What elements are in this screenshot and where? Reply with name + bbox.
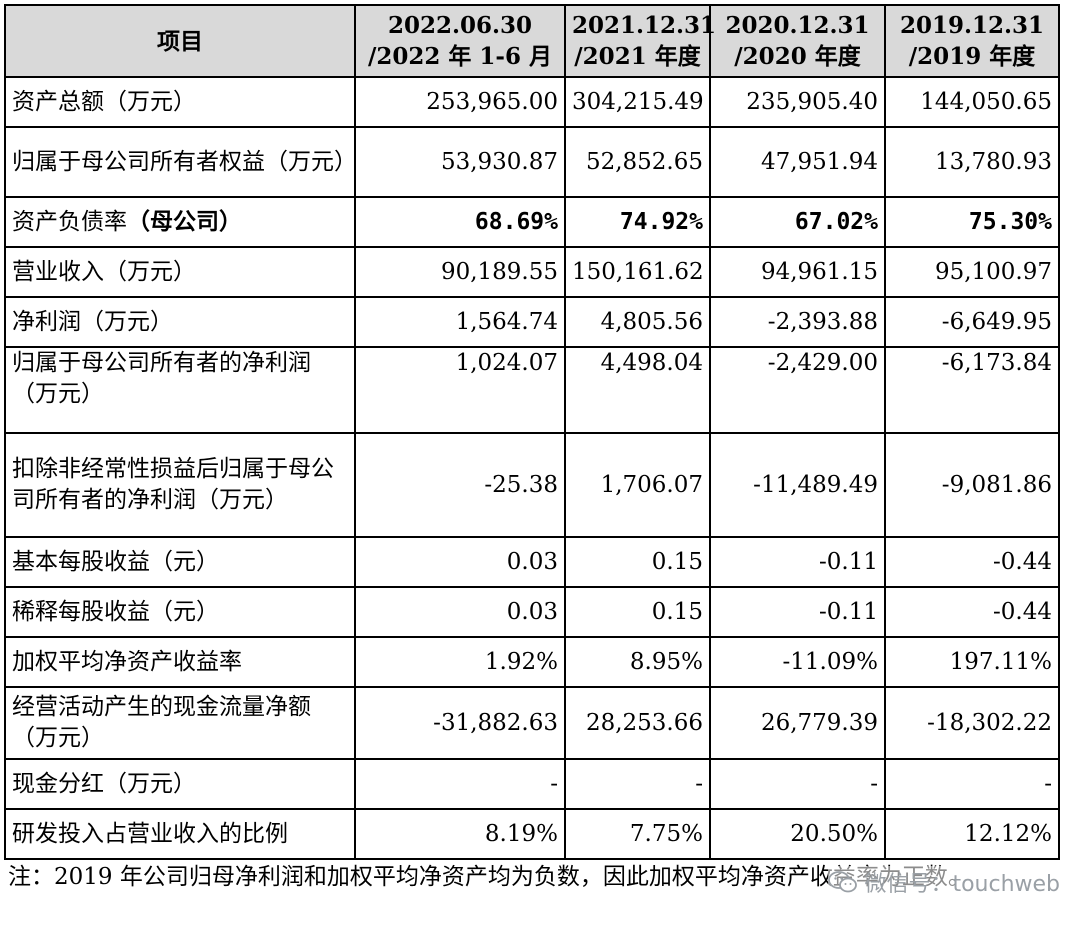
row-label-suffix: （母公司） (127, 208, 242, 235)
cell-value: 7.75% (564, 808, 711, 860)
row-label: 经营活动产生的现金流量净额（万元） (4, 686, 356, 760)
cell-value: -0.44 (884, 536, 1060, 588)
cell-value: -25.38 (354, 432, 566, 538)
cell-value: -11.09% (709, 636, 886, 688)
cell-value: - (354, 758, 566, 810)
cell-value: 0.03 (354, 536, 566, 588)
cell-value: 150,161.62 (564, 246, 711, 298)
cell-value: -0.44 (884, 586, 1060, 638)
table-row: 资产总额（万元） 253,965.00 304,215.49 235,905.4… (4, 76, 1060, 128)
cell-value: 68.69% (354, 196, 566, 248)
cell-value: -2,393.88 (709, 296, 886, 348)
wechat-icon (828, 871, 858, 893)
financial-summary-table: 项目 2022.06.30/2022 年 1-6 月 2021.12.31/20… (4, 4, 1060, 860)
table-row: 资产负债率（母公司） 68.69% 74.92% 67.02% 75.30% (4, 196, 1060, 248)
cell-value: 235,905.40 (709, 76, 886, 128)
table-row: 基本每股收益（元） 0.03 0.15 -0.11 -0.44 (4, 536, 1060, 588)
cell-value: -11,489.49 (709, 432, 886, 538)
cell-value: 0.03 (354, 586, 566, 638)
header-item: 项目 (4, 4, 356, 78)
cell-value: 4,805.56 (564, 296, 711, 348)
cell-value: -0.11 (709, 536, 886, 588)
cell-value: -2,429.00 (709, 346, 886, 434)
table-row: 现金分红（万元） - - - - (4, 758, 1060, 810)
cell-value: -18,302.22 (884, 686, 1060, 760)
row-label: 基本每股收益（元） (4, 536, 356, 588)
cell-value: 8.19% (354, 808, 566, 860)
watermark-text: 微信号：touchweb (864, 872, 1060, 897)
cell-value: 94,961.15 (709, 246, 886, 298)
table-row: 研发投入占营业收入的比例 8.19% 7.75% 20.50% 12.12% (4, 808, 1060, 860)
cell-value: 144,050.65 (884, 76, 1060, 128)
header-period-2019: 2019.12.31/2019 年度 (884, 4, 1060, 78)
header-period-2021: 2021.12.31/2021 年度 (564, 4, 716, 78)
cell-value: - (884, 758, 1060, 810)
cell-value: 12.12% (884, 808, 1060, 860)
row-label: 归属于母公司所有者权益（万元） (4, 126, 357, 198)
cell-value: 47,951.94 (709, 126, 886, 198)
cell-value: -6,649.95 (884, 296, 1060, 348)
cell-value: - (709, 758, 886, 810)
row-label: 归属于母公司所有者的净利润（万元） (4, 346, 356, 434)
cell-value: 67.02% (709, 196, 886, 248)
table-row: 净利润（万元） 1,564.74 4,805.56 -2,393.88 -6,6… (4, 296, 1060, 348)
cell-value: 52,852.65 (564, 126, 711, 198)
cell-value: 1,564.74 (354, 296, 566, 348)
row-label: 扣除非经常性损益后归属于母公司所有者的净利润（万元） (4, 432, 356, 538)
row-label: 资产总额（万元） (4, 76, 356, 128)
cell-value: 53,930.87 (354, 126, 566, 198)
header-period-2020: 2020.12.31/2020 年度 (709, 4, 886, 78)
cell-value: 0.15 (564, 586, 711, 638)
table-row: 营业收入（万元） 90,189.55 150,161.62 94,961.15 … (4, 246, 1060, 298)
cell-value: 197.11% (884, 636, 1060, 688)
cell-value: 90,189.55 (354, 246, 566, 298)
header-row: 项目 2022.06.30/2022 年 1-6 月 2021.12.31/20… (4, 4, 1060, 78)
table-row: 归属于母公司所有者的净利润（万元） 1,024.07 4,498.04 -2,4… (4, 346, 1060, 434)
cell-value: -9,081.86 (884, 432, 1060, 538)
cell-value: 304,215.49 (564, 76, 711, 128)
footnote: 注：2019 年公司归母净利润和加权平均净资产均为负数，因此加权平均净资产收益率… (8, 864, 971, 890)
cell-value: 253,965.00 (354, 76, 566, 128)
row-label: 加权平均净资产收益率 (4, 636, 356, 688)
cell-value: - (564, 758, 711, 810)
cell-value: 75.30% (884, 196, 1060, 248)
table-row: 经营活动产生的现金流量净额（万元） -31,882.63 28,253.66 2… (4, 686, 1060, 760)
cell-value: 4,498.04 (564, 346, 711, 434)
row-label: 研发投入占营业收入的比例 (4, 808, 356, 860)
row-label: 稀释每股收益（元） (4, 586, 356, 638)
cell-value: 1,024.07 (354, 346, 566, 434)
row-label: 现金分红（万元） (4, 758, 356, 810)
row-label: 资产负债率（母公司） (4, 196, 356, 248)
table-row: 加权平均净资产收益率 1.92% 8.95% -11.09% 197.11% (4, 636, 1060, 688)
table-row: 稀释每股收益（元） 0.03 0.15 -0.11 -0.44 (4, 586, 1060, 638)
cell-value: 1.92% (354, 636, 566, 688)
cell-value: 95,100.97 (884, 246, 1060, 298)
cell-value: 0.15 (564, 536, 711, 588)
cell-value: -31,882.63 (354, 686, 566, 760)
cell-value: 20.50% (709, 808, 886, 860)
cell-value: 26,779.39 (709, 686, 886, 760)
watermark: 微信号：touchweb (828, 866, 1060, 898)
row-label: 营业收入（万元） (4, 246, 356, 298)
cell-value: 13,780.93 (884, 126, 1060, 198)
table-row: 归属于母公司所有者权益（万元） 53,930.87 52,852.65 47,9… (4, 126, 1060, 198)
cell-value: -6,173.84 (884, 346, 1060, 434)
cell-value: 28,253.66 (564, 686, 711, 760)
cell-value: 74.92% (564, 196, 711, 248)
cell-value: 1,706.07 (564, 432, 711, 538)
header-period-2022h1: 2022.06.30/2022 年 1-6 月 (354, 4, 566, 78)
row-label: 净利润（万元） (4, 296, 356, 348)
table-row: 扣除非经常性损益后归属于母公司所有者的净利润（万元） -25.38 1,706.… (4, 432, 1060, 538)
cell-value: -0.11 (709, 586, 886, 638)
cell-value: 8.95% (564, 636, 711, 688)
